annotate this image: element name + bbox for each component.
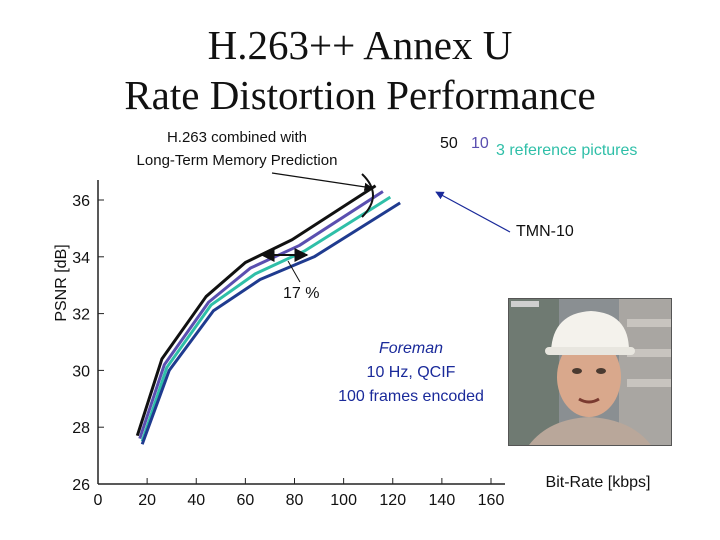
sequence-label-line-3: 100 frames encoded [338,388,484,405]
y-tick-label: 36 [72,193,90,210]
series-line-50 [135,184,377,437]
y-tick-label: 28 [72,420,90,437]
title-line-2: Rate Distortion Performance [124,72,596,118]
memory-arrow [271,172,373,192]
y-axis-label: PSNR [dB] [53,244,70,321]
memory-label-line-1: H.263 combined with [167,129,307,146]
x-tick-label: 160 [478,492,505,509]
ref-10-label: 10 [471,135,489,152]
x-tick-label: 0 [94,492,103,509]
memory-bracket [361,173,374,218]
x-tick-label: 40 [187,492,205,509]
x-tick-label: 140 [429,492,456,509]
series-line-tmn-10 [140,201,401,445]
y-tick-label: 30 [72,363,90,380]
title-line-1: H.263++ Annex U [207,22,513,68]
x-tick-label: 20 [138,492,156,509]
tmn-label: TMN-10 [516,223,574,240]
x-axis-label: Bit-Rate [kbps] [546,474,651,491]
foreman-illustration [509,299,671,445]
ref-50-label: 50 [440,135,458,152]
tmn-arrow [435,191,511,233]
memory-label-line-2: Long-Term Memory Prediction [137,152,338,169]
gain-pointer [287,260,301,283]
foreman-frame [508,298,672,446]
series-line-3 [140,195,392,442]
x-tick-label: 80 [286,492,304,509]
ref-3-label: 3 reference pictures [496,142,637,159]
y-tick-label: 26 [72,477,90,494]
sequence-label-line-1: Foreman [379,340,443,357]
y-tick-label: 32 [72,307,90,324]
x-tick-label: 120 [379,492,406,509]
x-tick-label: 100 [330,492,357,509]
gain-label: 17 % [283,285,319,302]
x-tick-label: 60 [236,492,254,509]
y-tick-label: 34 [72,250,90,267]
series-line-10 [138,190,384,440]
sequence-label-line-2: 10 Hz, QCIF [367,364,456,381]
